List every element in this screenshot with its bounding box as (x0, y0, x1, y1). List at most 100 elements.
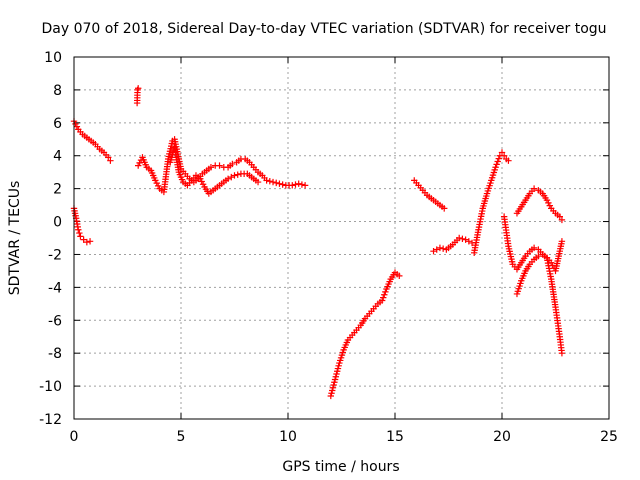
data-point (378, 297, 386, 304)
y-tick-label: -2 (48, 247, 62, 263)
series-arc-e (167, 144, 262, 197)
data-point-fill (332, 373, 339, 380)
data-point (530, 244, 538, 252)
data-point-fill (198, 178, 205, 185)
data-point-fill (279, 181, 286, 188)
data-point (331, 376, 339, 383)
data-point (505, 157, 512, 164)
axis-ticks: 0 5 10 15 20 25 -12 -10 -8 -6 -4 -2 0 2 4 6 8 10 (39, 50, 618, 445)
data-point (269, 178, 277, 186)
x-axis-label: GPS time / hours (282, 459, 399, 475)
data-point (207, 164, 215, 171)
data-point-fill (329, 384, 337, 391)
y-tick-label: 2 (53, 182, 62, 198)
data-point (492, 164, 499, 171)
data-point-fill (154, 182, 162, 190)
y-tick-label: 8 (53, 83, 62, 99)
y-tick-label: 4 (53, 149, 62, 165)
x-tick-label: 10 (279, 429, 297, 445)
data-point (500, 152, 508, 159)
data-point-fill (493, 161, 500, 168)
data-point (216, 162, 223, 169)
data-point-fill (331, 379, 338, 386)
data-point (83, 238, 91, 246)
data-point (80, 236, 87, 243)
data-point-fill (335, 362, 342, 369)
data-point (276, 180, 283, 187)
data-point (263, 177, 270, 184)
data-point (77, 233, 84, 240)
data-point-fill (333, 370, 340, 378)
data-point (430, 247, 437, 255)
series-arc-c (133, 85, 142, 107)
series-arc-d (135, 136, 309, 196)
y-axis-label: SDTVAR / TECUs (7, 181, 23, 296)
data-point-fill (228, 173, 235, 181)
data-point-fill (266, 178, 274, 185)
data-point-fill (199, 181, 207, 188)
data-point (543, 196, 551, 204)
x-tick-label: 25 (600, 429, 618, 445)
chart-title: Day 070 of 2018, Sidereal Day-to-day VTE… (41, 21, 606, 37)
data-point-fill (334, 368, 341, 375)
data-point (558, 216, 566, 224)
data-point (107, 157, 114, 164)
y-tick-label: 0 (53, 215, 62, 231)
data-point (135, 85, 142, 92)
series-arc-h (430, 234, 476, 255)
data-point-fill (433, 246, 440, 253)
data-point-fill (546, 202, 553, 209)
data-point (436, 244, 444, 252)
data-point-fill (439, 245, 447, 252)
data-point-fill (292, 181, 299, 188)
data-point-fill (334, 365, 342, 372)
data-point-fill (73, 123, 81, 130)
data-point-fill (153, 179, 160, 187)
x-tick-label: 5 (177, 429, 186, 445)
data-point (535, 252, 542, 260)
y-tick-label: -8 (48, 346, 62, 362)
y-tick-label: 6 (53, 116, 62, 132)
series-arc-i (470, 149, 512, 257)
series-arc-g (411, 177, 448, 212)
data-point-fill (76, 229, 83, 237)
data-point (152, 177, 159, 184)
data-point (396, 272, 403, 280)
data-point (135, 162, 142, 169)
data-point-fill (273, 179, 280, 187)
data-point-fill (545, 199, 552, 207)
data-point (441, 205, 448, 212)
data-point (456, 234, 463, 242)
data-point (289, 182, 296, 189)
data-point (498, 149, 506, 156)
data-point (231, 172, 238, 179)
data-point (530, 185, 538, 192)
data-point-fill (328, 390, 335, 397)
x-tick-label: 20 (493, 429, 511, 445)
data-point-fill (380, 294, 387, 301)
x-tick-label: 0 (70, 429, 79, 445)
series-arc-j (500, 213, 566, 275)
data-point (295, 180, 302, 187)
data-point-fill (381, 291, 388, 298)
y-tick-label: -4 (48, 280, 62, 296)
data-points (70, 85, 566, 400)
data-point (229, 160, 236, 168)
data-point-fill (234, 171, 241, 178)
data-point-fill (330, 381, 337, 389)
data-point (462, 236, 469, 243)
data-point-fill (72, 120, 79, 128)
data-point (327, 392, 334, 400)
y-tick-label: -6 (48, 313, 62, 329)
y-tick-label: 10 (44, 50, 62, 66)
data-point-fill (495, 155, 502, 162)
data-point (197, 175, 204, 182)
grid-lines (74, 57, 609, 419)
data-point-fill (494, 158, 501, 165)
data-point (556, 213, 563, 220)
data-point (105, 154, 112, 161)
series-arc-a (70, 117, 114, 164)
data-point-fill (382, 288, 389, 296)
data-point-fill (459, 235, 466, 243)
